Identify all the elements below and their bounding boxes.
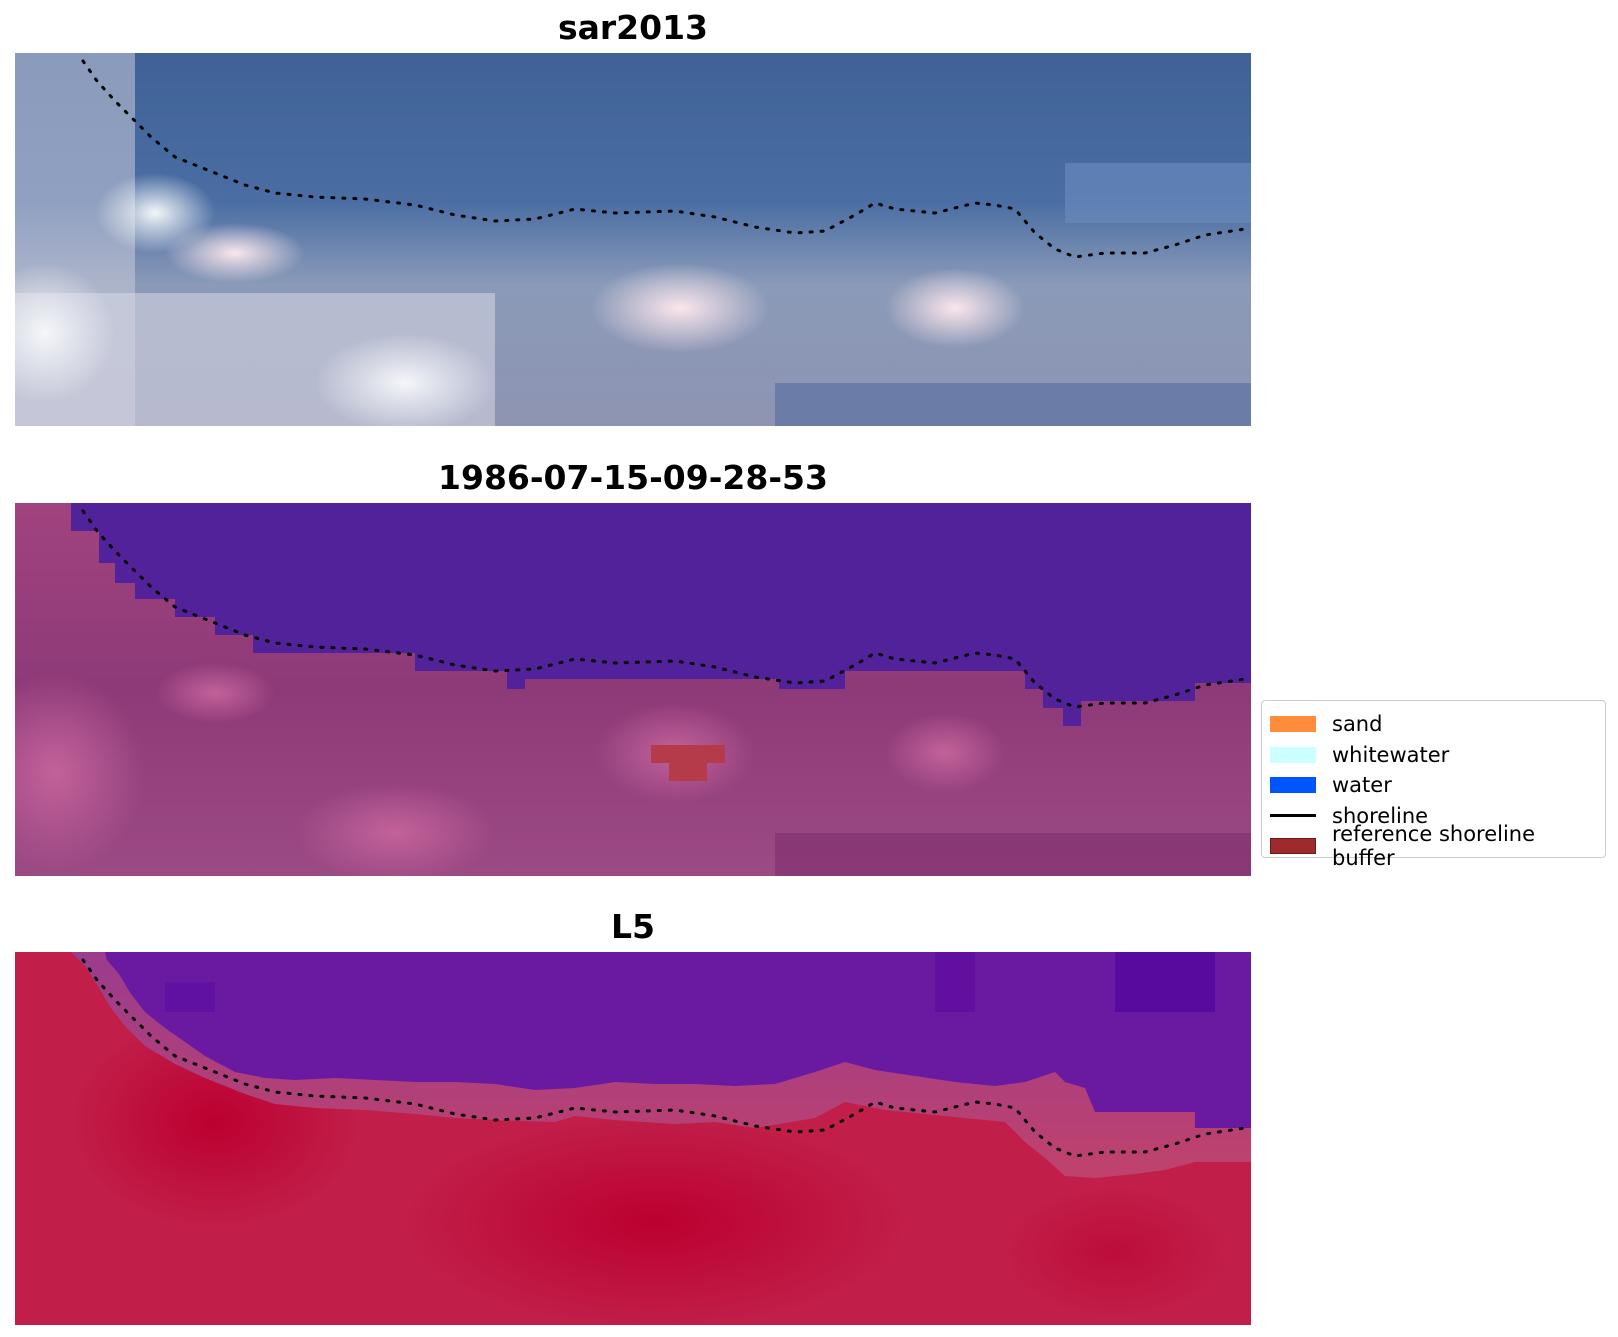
legend-item-sand: sand bbox=[1270, 709, 1597, 740]
legend-item-reference-buffer: reference shoreline buffer bbox=[1270, 822, 1597, 870]
sand-swatch bbox=[1270, 716, 1316, 733]
legend-label: shoreline bbox=[1332, 803, 1429, 828]
whitewater-swatch bbox=[1270, 746, 1316, 763]
panel-title-ndwi: L5 bbox=[611, 907, 655, 946]
index-image-panel bbox=[15, 952, 1251, 1325]
sand-class-patch bbox=[651, 745, 725, 781]
shoreline-trace bbox=[81, 509, 1247, 709]
legend-label: whitewater bbox=[1332, 742, 1450, 767]
shoreline-line-swatch bbox=[1270, 814, 1316, 818]
legend-item-water: water bbox=[1270, 770, 1597, 801]
panel-title-rgb: sar2013 bbox=[557, 8, 709, 47]
legend: sand whitewater water shoreline referenc… bbox=[1261, 700, 1606, 870]
panel-title-classified: 1986-07-15-09-28-53 bbox=[438, 458, 828, 497]
water-class-region bbox=[71, 503, 1251, 726]
legend-label: sand bbox=[1332, 712, 1383, 737]
classified-image-panel bbox=[15, 503, 1251, 876]
shoreline-trace bbox=[81, 958, 1247, 1158]
water-swatch bbox=[1270, 777, 1316, 794]
rgb-image-panel bbox=[15, 53, 1251, 426]
reference-buffer-swatch bbox=[1270, 838, 1316, 855]
shoreline-trace bbox=[81, 59, 1247, 259]
legend-item-whitewater: whitewater bbox=[1270, 740, 1597, 771]
legend-label: water bbox=[1332, 773, 1392, 798]
legend-item-shoreline: shoreline bbox=[1270, 801, 1597, 832]
legend-label: reference shoreline buffer bbox=[1332, 822, 1536, 871]
